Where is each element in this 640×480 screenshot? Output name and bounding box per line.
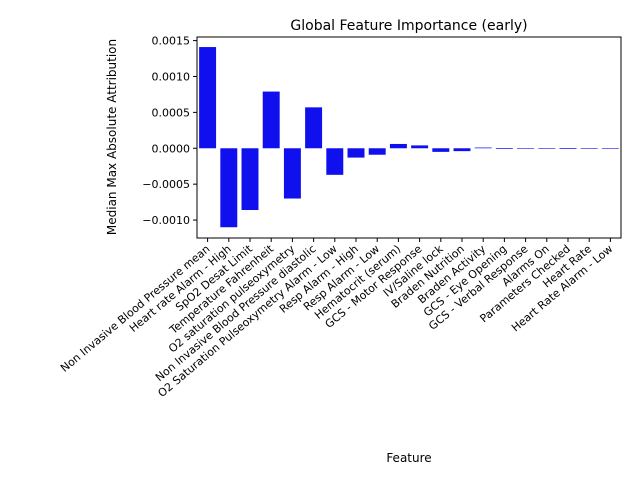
y-tick-label: −0.0005 — [142, 178, 190, 191]
y-tick-label: 0.0005 — [152, 106, 191, 119]
bar — [199, 47, 217, 149]
bars-group — [199, 47, 619, 228]
y-axis: 0.0015 0.0010 0.0005 0.0000 −0.0005 −0.0010 — [142, 35, 197, 227]
bar — [432, 148, 450, 152]
bar — [220, 148, 238, 228]
bar — [305, 107, 323, 149]
bar — [495, 148, 513, 149]
bar — [262, 91, 280, 149]
bar — [283, 148, 301, 199]
bar — [389, 143, 407, 149]
y-tick-label: 0.0015 — [152, 35, 191, 48]
bar — [453, 148, 471, 152]
bar — [241, 148, 259, 211]
chart-title: Global Feature Importance (early) — [290, 18, 527, 34]
bar — [559, 148, 577, 149]
x-axis-label: Feature — [386, 451, 431, 465]
bar — [411, 145, 429, 149]
bar — [368, 148, 386, 155]
bar — [347, 148, 365, 158]
y-tick-label: 0.0000 — [152, 142, 191, 155]
plot-frame — [196, 36, 622, 239]
bar — [326, 148, 344, 175]
bar — [601, 148, 619, 149]
y-tick-label: 0.0010 — [152, 70, 191, 83]
bar — [580, 148, 598, 149]
y-axis-label: Median Max Absolute Attribution — [105, 39, 119, 235]
bar — [517, 148, 535, 149]
bar — [474, 147, 492, 149]
y-tick-label: −0.0010 — [142, 214, 190, 227]
bar — [538, 148, 556, 149]
